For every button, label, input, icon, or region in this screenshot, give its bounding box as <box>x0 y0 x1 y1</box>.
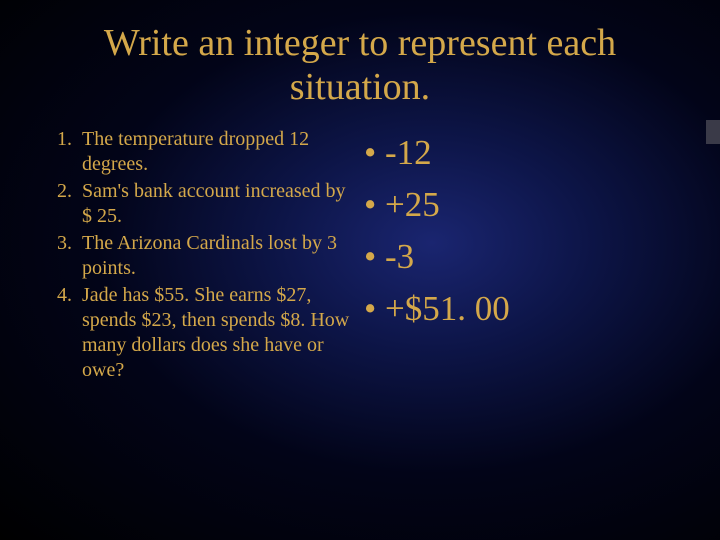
question-number: 1. <box>48 127 82 177</box>
question-number: 4. <box>48 283 82 383</box>
question-text: The Arizona Cardinals lost by 3 points. <box>82 231 356 281</box>
slide-title: Write an integer to represent each situa… <box>48 22 672 109</box>
question-text: The temperature dropped 12 degrees. <box>82 127 356 177</box>
answer-item: +25 <box>364 179 672 231</box>
decorative-box <box>706 120 720 144</box>
question-text: Jade has $55. She earns $27, spends $23,… <box>82 283 356 383</box>
answer-item: -12 <box>364 127 672 179</box>
list-item: 1. The temperature dropped 12 degrees. <box>48 127 356 177</box>
slide: Write an integer to represent each situa… <box>0 0 720 405</box>
question-text: Sam's bank account increased by $ 25. <box>82 179 356 229</box>
questions-column: 1. The temperature dropped 12 degrees. 2… <box>48 127 356 385</box>
answer-item: -3 <box>364 231 672 283</box>
list-item: 3. The Arizona Cardinals lost by 3 point… <box>48 231 356 281</box>
answers-list: -12 +25 -3 +$51. 00 <box>364 127 672 334</box>
question-number: 2. <box>48 179 82 229</box>
answer-item: +$51. 00 <box>364 283 672 335</box>
list-item: 2. Sam's bank account increased by $ 25. <box>48 179 356 229</box>
answers-column: -12 +25 -3 +$51. 00 <box>364 127 672 385</box>
list-item: 4. Jade has $55. She earns $27, spends $… <box>48 283 356 383</box>
questions-list: 1. The temperature dropped 12 degrees. 2… <box>48 127 356 383</box>
content-area: 1. The temperature dropped 12 degrees. 2… <box>48 127 672 385</box>
question-number: 3. <box>48 231 82 281</box>
